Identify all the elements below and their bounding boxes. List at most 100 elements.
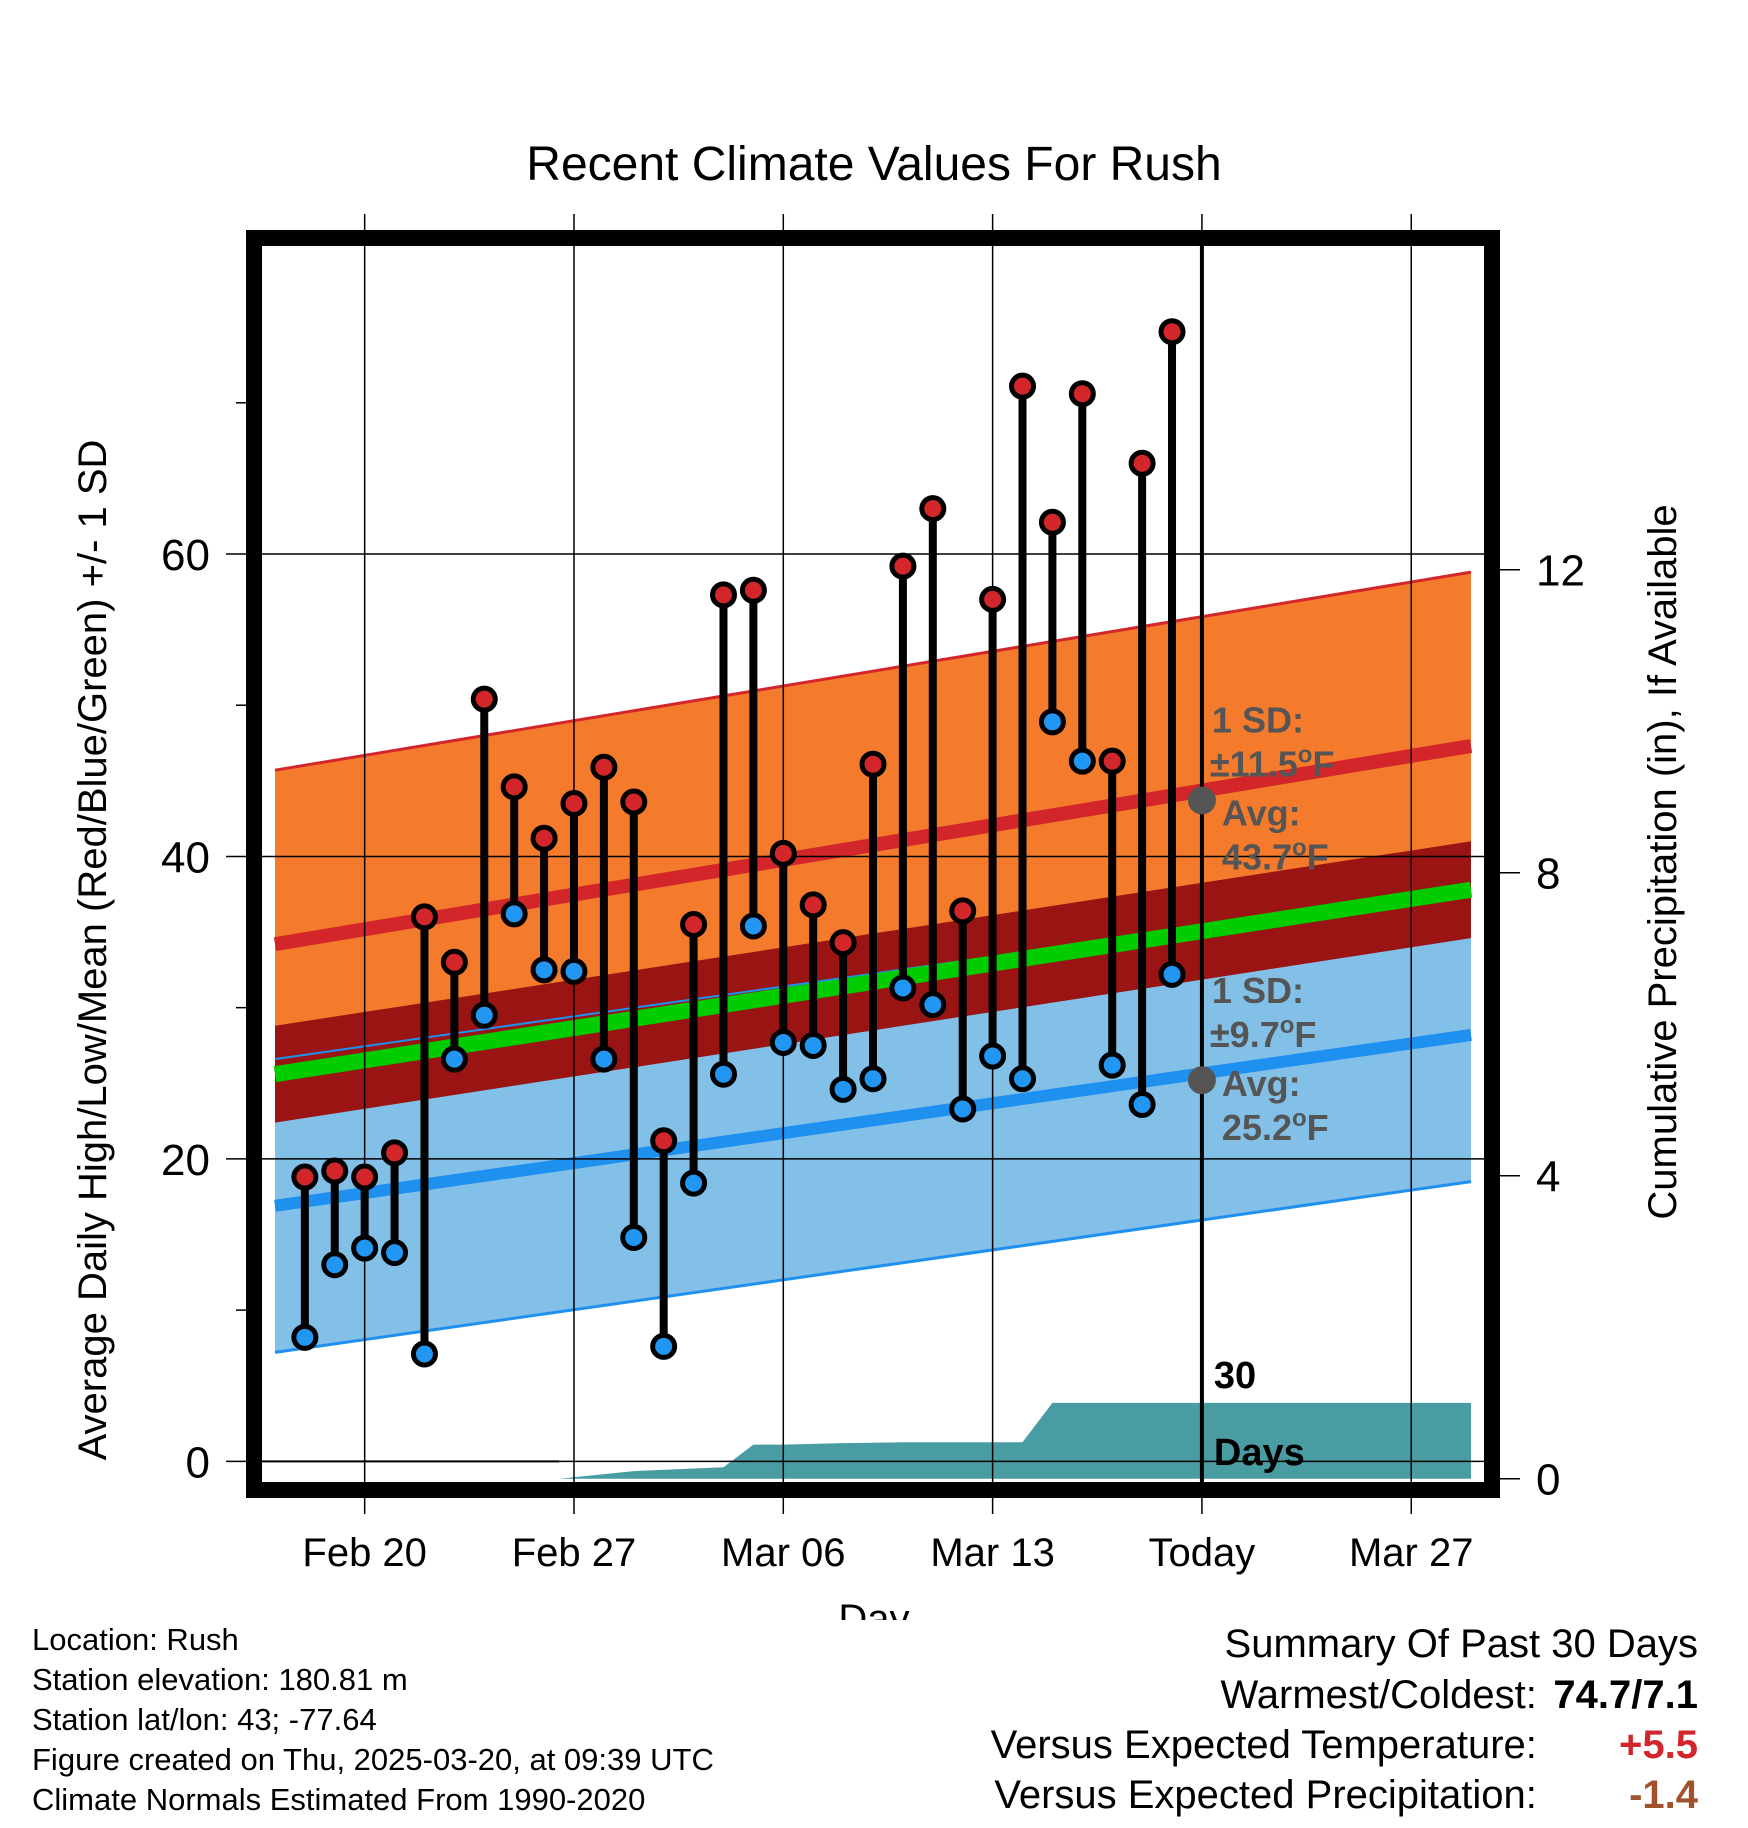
- high-upper-edge: [274, 570, 1472, 772]
- high-sd-unit: F: [1312, 743, 1334, 784]
- high-avg-degree: o: [1292, 834, 1307, 861]
- y-axis-label: Average Daily High/Low/Mean (Red/Blue/Gr…: [71, 440, 115, 1461]
- y2-tick-label: 12: [1536, 547, 1585, 596]
- warm-cold-label: Warmest/Coldest:: [1220, 1673, 1537, 1717]
- plot-frame: [246, 230, 1500, 1498]
- daily-high-point: [590, 753, 618, 781]
- y2-axis-label: Cumulative Precipitation (in), If Availa…: [1641, 504, 1685, 1219]
- low-avg-unit: F: [1307, 1107, 1329, 1148]
- daily-low-point: [650, 1332, 678, 1360]
- today-days-word: Days: [1214, 1432, 1305, 1474]
- y-tick-label: 40: [161, 833, 210, 882]
- x-axis-label: Day: [838, 1597, 909, 1620]
- daily-low-point: [470, 1001, 498, 1029]
- daily-low-point: [620, 1224, 648, 1252]
- daily-low-point: [381, 1239, 409, 1267]
- high-sd-number: ±11.5: [1210, 743, 1298, 784]
- daily-high-point: [709, 581, 737, 609]
- daily-low-point: [1158, 960, 1186, 988]
- daily-low-point: [1068, 747, 1096, 775]
- daily-low-point: [590, 1045, 618, 1073]
- low-avg-line: [274, 1028, 1472, 1212]
- high-avg-number: 43.7: [1222, 836, 1292, 877]
- daily-low-point: [351, 1234, 379, 1262]
- summary-precip: Versus Expected Precipitation: -1.4: [991, 1770, 1698, 1820]
- normals-period: Climate Normals Estimated From 1990-2020: [32, 1782, 646, 1817]
- low-sd-degree: o: [1280, 1012, 1295, 1039]
- daily-low-point: [859, 1065, 887, 1093]
- daily-high-point: [291, 1163, 319, 1191]
- daily-high-point: [919, 495, 947, 523]
- daily-low-point: [560, 957, 588, 985]
- daily-low-point: [769, 1028, 797, 1056]
- daily-high-point: [410, 903, 438, 931]
- y2-tick-label: 0: [1536, 1456, 1560, 1505]
- high-sd-value: ±11.5oF: [1210, 741, 1335, 784]
- cumulative-precip-area: [559, 1402, 1471, 1479]
- temp-value: +5.5: [1619, 1723, 1698, 1767]
- daily-low-point: [1128, 1090, 1156, 1118]
- daily-high-point: [949, 897, 977, 925]
- station-latlon: Station lat/lon: 43; -77.64: [32, 1702, 377, 1737]
- daily-high-point: [1038, 508, 1066, 536]
- precip-label: Versus Expected Precipitation:: [994, 1773, 1537, 1817]
- daily-high-point: [321, 1157, 349, 1185]
- daily-high-point: [1128, 449, 1156, 477]
- summary-panel: Summary Of Past 30 Days Warmest/Coldest:…: [991, 1618, 1698, 1820]
- low-lower-edge: [274, 1180, 1472, 1354]
- daily-low-point: [1098, 1051, 1126, 1079]
- daily-high-point: [470, 685, 498, 713]
- x-tick-label: Today: [1149, 1531, 1256, 1575]
- daily-low-point: [739, 912, 767, 940]
- daily-low-point: [530, 956, 558, 984]
- low-avg-label: Avg:: [1222, 1063, 1301, 1104]
- precip-value: -1.4: [1629, 1773, 1698, 1817]
- daily-high-point: [1068, 380, 1096, 408]
- station-location: Location: Rush: [32, 1622, 239, 1657]
- low-sd-label: 1 SD:: [1212, 970, 1304, 1011]
- daily-high-point: [440, 948, 468, 976]
- warm-cold-value: 74.7/7.1: [1553, 1673, 1698, 1717]
- high-sd-degree: o: [1298, 741, 1313, 768]
- daily-low-point: [500, 900, 528, 928]
- y-tick-label: 0: [186, 1438, 210, 1487]
- high-sd-label: 1 SD:: [1212, 699, 1304, 740]
- high-avg-value: 43.7oF: [1222, 834, 1329, 877]
- y-tick-label: 20: [161, 1136, 210, 1185]
- y2-tick-label: 4: [1536, 1153, 1560, 1202]
- y-tick-label: 60: [161, 531, 210, 580]
- daily-high-point: [799, 891, 827, 919]
- low-sd-unit: F: [1294, 1014, 1316, 1055]
- daily-high-point: [1009, 372, 1037, 400]
- high-avg-label: Avg:: [1222, 792, 1301, 833]
- station-info: Location: Rush Station elevation: 180.81…: [32, 1620, 714, 1820]
- x-tick-label: Feb 20: [302, 1531, 427, 1575]
- low-avg-number: 25.2: [1222, 1107, 1292, 1148]
- chart-title: Recent Climate Values For Rush: [526, 138, 1221, 191]
- x-tick-label: Feb 27: [512, 1531, 637, 1575]
- climate-chart: Recent Climate Values For Rush 1 SD:±11.…: [71, 138, 1685, 1620]
- daily-high-point: [530, 824, 558, 852]
- x-tick-label: Mar 13: [930, 1531, 1055, 1575]
- daily-high-point: [381, 1139, 409, 1167]
- daily-low-point: [889, 974, 917, 1002]
- daily-high-point: [500, 773, 528, 801]
- daily-low-point: [709, 1060, 737, 1088]
- daily-low-point: [949, 1095, 977, 1123]
- daily-low-point: [321, 1251, 349, 1279]
- summary-heading: Summary Of Past 30 Days: [1224, 1622, 1698, 1666]
- daily-low-point: [799, 1031, 827, 1059]
- daily-low-point: [291, 1323, 319, 1351]
- daily-high-point: [739, 576, 767, 604]
- daily-low-point: [410, 1340, 438, 1368]
- x-tick-label: Mar 06: [721, 1531, 846, 1575]
- daily-high-point: [859, 750, 887, 778]
- summary-temp: Versus Expected Temperature: +5.5: [991, 1720, 1698, 1770]
- daily-high-point: [560, 790, 588, 818]
- daily-high-point: [351, 1163, 379, 1191]
- daily-high-point: [769, 839, 797, 867]
- daily-high-point: [620, 788, 648, 816]
- temp-label: Versus Expected Temperature:: [990, 1723, 1537, 1767]
- station-elevation: Station elevation: 180.81 m: [32, 1662, 408, 1697]
- daily-low-point: [680, 1169, 708, 1197]
